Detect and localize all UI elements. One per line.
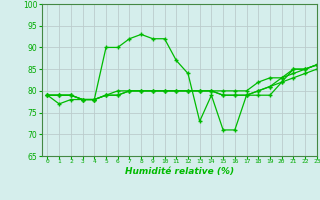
X-axis label: Humidité relative (%): Humidité relative (%) — [124, 167, 234, 176]
